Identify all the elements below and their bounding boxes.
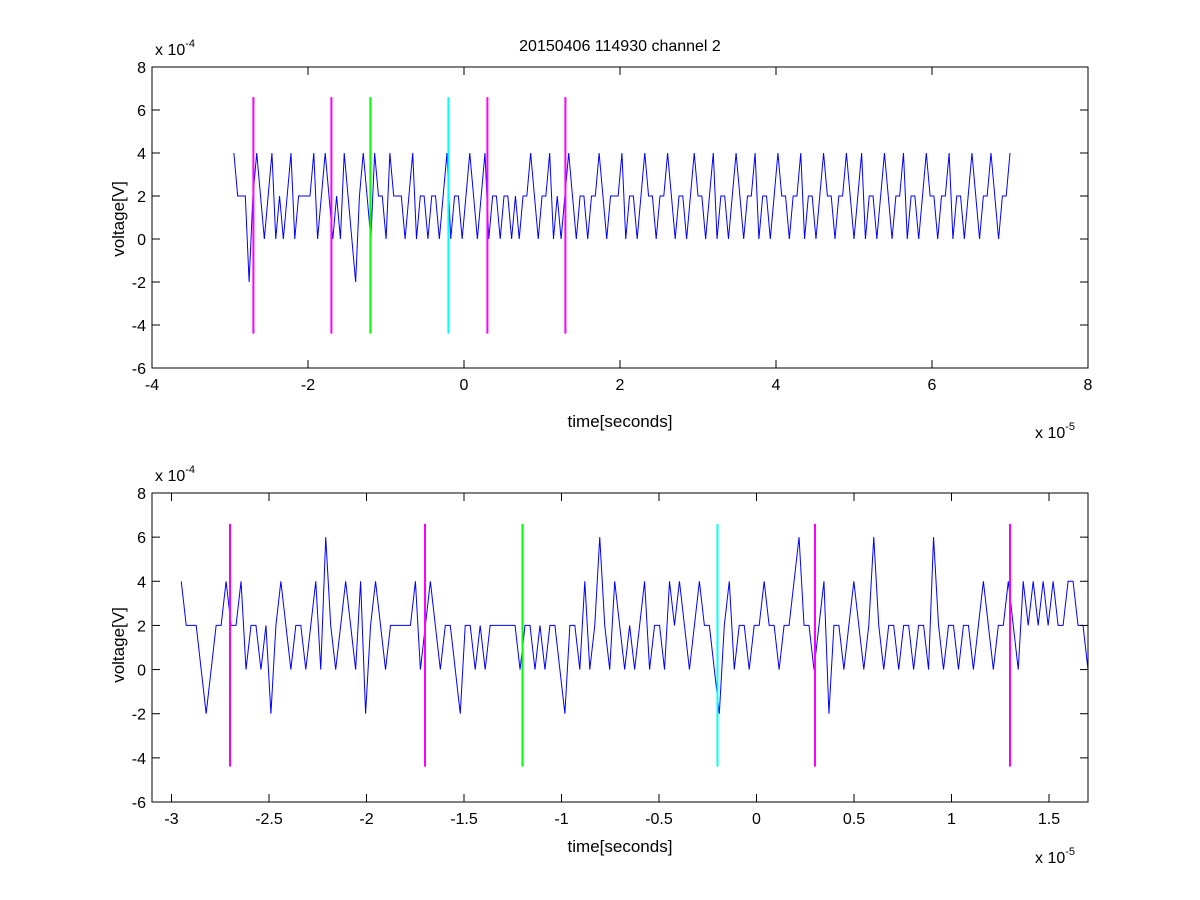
plot-top-y-exponent-power: -4: [185, 38, 195, 50]
plot-bottom-ytick-label: 6: [137, 530, 146, 547]
plot-bottom-xtick-label: -0.5: [645, 811, 673, 828]
plot-top-xtick-label: 4: [772, 377, 781, 394]
plot-top-x-exponent: x 10-5: [1035, 421, 1075, 442]
plot-bottom-y-exponent-power: -4: [185, 464, 195, 476]
plot-top-ytick-label: 2: [137, 189, 146, 206]
plot-bottom-axes-box: [151, 492, 1089, 803]
plot-bottom-xtick-label: -3: [164, 811, 178, 828]
plot-bottom-ytick-label: -2: [132, 707, 146, 724]
plot-bottom-ytick-label: 0: [137, 663, 146, 680]
plot-bottom-ytick-label: -6: [132, 795, 146, 812]
plot-bottom-xtick-label: 1: [947, 811, 956, 828]
plot-top-ytick-label: 4: [137, 146, 146, 163]
plot-bottom-xtick-label: -1: [554, 811, 568, 828]
plot-bottom-xtick-label: -2: [359, 811, 373, 828]
plot-top-xtick-label: 2: [616, 377, 625, 394]
plot-bottom-ytick-label: 8: [137, 486, 146, 503]
plot-top-ytick-label: -4: [132, 318, 146, 335]
plot-bottom: -3 -2.5 -2 -1.5 -1 -0.5 0 0.5 1 1.5 -6 -4 -2 0 2 4 6 8 t…: [109, 464, 1089, 867]
plot-bottom-ytick-label: 4: [137, 574, 146, 591]
plot-bottom-y-exponent: x 10-4: [155, 464, 195, 485]
figure-title: 20150406 114930 channel 2: [519, 38, 721, 55]
plot-bottom-xtick-label: 1.5: [1038, 811, 1060, 828]
plot-top-y-exponent-base: x 10: [155, 42, 185, 59]
plot-bottom-x-exponent-power: -5: [1065, 846, 1075, 858]
plot-top-ytick-label: 8: [137, 60, 146, 77]
plot-bottom-ytick-label: -4: [132, 751, 146, 768]
plot-top-series-line: [233, 152, 1011, 283]
plot-top-series: [233, 152, 1011, 283]
plot-bottom-xtick-label: -1.5: [450, 811, 478, 828]
plot-bottom-x-exponent: x 10-5: [1035, 846, 1075, 867]
plot-top-ytick-label: -2: [132, 275, 146, 292]
plot-top-xtick-label: -4: [145, 377, 159, 394]
plot-top-xtick-label: 0: [460, 377, 469, 394]
plot-bottom-ytick-label: 2: [137, 618, 146, 635]
plot-top-xticks: -4 -2 0 2 4 6 8: [145, 67, 1093, 394]
plot-top-ytick-label: 0: [137, 232, 146, 249]
plot-top-ytick-label: -6: [132, 361, 146, 378]
plot-bottom-xlabel: time[seconds]: [568, 837, 673, 856]
plot-top-xtick-label: -2: [301, 377, 315, 394]
plot-bottom-ylabel: voltage[V]: [109, 607, 128, 683]
plot-top-ylabel: voltage[V]: [109, 181, 128, 257]
plot-top-xtick-label: 8: [1084, 377, 1093, 394]
plot-bottom-x-exponent-base: x 10: [1035, 850, 1065, 867]
plot-top-yticks: -6 -4 -2 0 2 4 6 8: [132, 60, 1088, 378]
plot-top-xtick-label: 6: [928, 377, 937, 394]
plot-bottom-xtick-label: 0.5: [843, 811, 865, 828]
plot-bottom-xtick-label: 0: [752, 811, 761, 828]
plot-bottom-yticks: -6 -4 -2 0 2 4 6 8: [132, 486, 1088, 812]
plot-bottom-series-line: [180, 537, 1089, 714]
plot-top-ytick-label: 6: [137, 103, 146, 120]
plot-top-x-exponent-power: -5: [1065, 421, 1075, 433]
plot-bottom-markers: [229, 523, 1011, 767]
plot-bottom-xticks: -3 -2.5 -2 -1.5 -1 -0.5 0 0.5 1 1.5: [164, 493, 1060, 828]
plot-top-markers: [252, 97, 567, 334]
plot-bottom-xtick-label: -2.5: [255, 811, 283, 828]
plot-top-xlabel: time[seconds]: [568, 412, 673, 431]
plot-bottom-y-exponent-base: x 10: [155, 468, 185, 485]
plot-top-x-exponent-base: x 10: [1035, 425, 1065, 442]
plot-bottom-series: [180, 537, 1089, 714]
plot-top-y-exponent: x 10-4: [155, 38, 195, 59]
